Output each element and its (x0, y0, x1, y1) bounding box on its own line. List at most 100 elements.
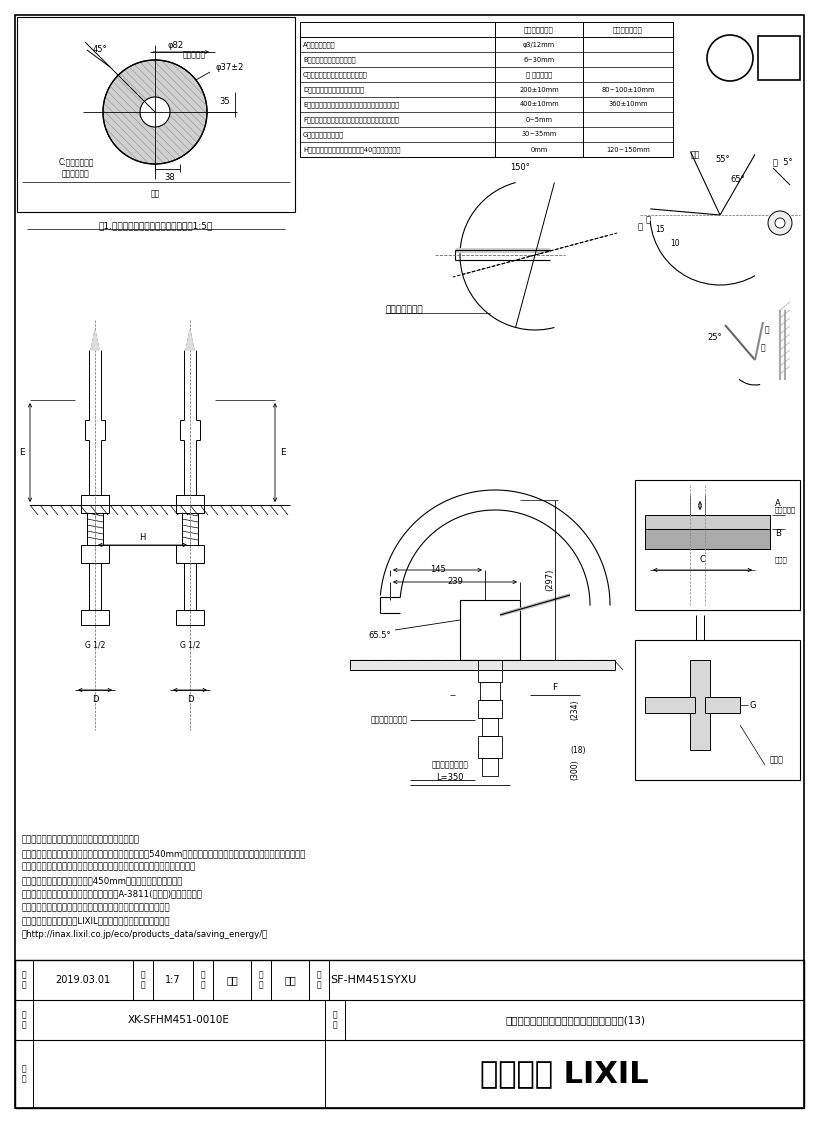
Bar (15, 960, 804, 1108)
Text: 145: 145 (430, 566, 446, 575)
Circle shape (775, 218, 785, 228)
Polygon shape (186, 330, 194, 350)
Bar (81, 495, 109, 513)
Text: 製
図: 製 図 (201, 970, 206, 989)
Text: 35: 35 (219, 98, 230, 107)
Text: 120~150mm: 120~150mm (606, 146, 649, 153)
Text: 前面: 前面 (151, 190, 160, 199)
Bar (81, 545, 109, 563)
Bar (176, 545, 204, 563)
Text: A: A (775, 500, 781, 509)
Text: XK-SFHM451-0010E: XK-SFHM451-0010E (128, 1015, 230, 1025)
Text: ・（　）内は、参考寸法。・止水栓は、別途手配。: ・（ ）内は、参考寸法。・止水栓は、別途手配。 (22, 836, 140, 844)
Circle shape (768, 211, 792, 235)
Text: 図1.裏面取付作業必要スペース寸法（1:5）: 図1.裏面取付作業必要スペース寸法（1:5） (99, 221, 213, 230)
Text: 2019.03.01: 2019.03.01 (56, 975, 111, 985)
Text: 45°: 45° (93, 46, 107, 55)
Text: 大きくなり、使用上問題はありませんが、ホース収納性が悪くなります。: 大きくなり、使用上問題はありませんが、ホース収納性が悪くなります。 (22, 862, 197, 871)
Text: ・施工には、水栓取付面上方に450mm以上の空間が必要です。: ・施工には、水栓取付面上方に450mm以上の空間が必要です。 (22, 876, 183, 885)
Bar (460, 600, 520, 660)
Text: F: F (553, 683, 558, 692)
Text: 閉: 閉 (765, 326, 769, 335)
Text: G：止水栓の接続寸法: G：止水栓の接続寸法 (303, 131, 344, 138)
Text: 図 によす参照: 図 によす参照 (526, 71, 552, 77)
Text: 400±10mm: 400±10mm (519, 101, 559, 108)
Text: 補強板: 補強板 (775, 557, 788, 564)
Text: ・水栓取付面からシンク下の底板（棚板）までの距離が540mm以上ないと、ホース収納時に底板（棚板）との干渉が: ・水栓取付面からシンク下の底板（棚板）までの距離が540mm以上ないと、ホース収… (22, 849, 306, 858)
Text: 木: 木 (645, 216, 650, 225)
Bar (758, 36, 800, 80)
Text: 節湯: 節湯 (774, 46, 784, 55)
Text: E: E (19, 448, 25, 457)
Text: ・珪酸カルシウム板に対応するためには、A-3811(別売品)が必要です。: ・珪酸カルシウム板に対応するためには、A-3811(別売品)が必要です。 (22, 889, 203, 898)
Text: 木: 木 (637, 222, 642, 231)
Bar (705, 697, 740, 713)
Text: D: D (92, 695, 98, 704)
Bar (480, 682, 500, 700)
Bar (350, 660, 615, 670)
Text: 検
図: 検 図 (259, 970, 264, 989)
Text: C1: C1 (722, 60, 737, 70)
Text: 0~5mm: 0~5mm (526, 117, 553, 122)
Text: 取付可能大: 取付可能大 (183, 51, 206, 60)
Text: 55°: 55° (715, 155, 730, 164)
Text: 0mm: 0mm (531, 146, 548, 153)
Text: G: G (750, 701, 757, 710)
Text: H: H (139, 532, 146, 541)
Text: φ82: φ82 (167, 40, 183, 49)
Text: 65.5°: 65.5° (369, 630, 391, 639)
Text: E: E (280, 448, 286, 457)
Text: ハンドシャワー付シングルレバー混合水栓(13): ハンドシャワー付シングルレバー混合水栓(13) (505, 1015, 645, 1025)
Text: 6~30mm: 6~30mm (523, 56, 554, 63)
Text: 360±10mm: 360±10mm (609, 101, 648, 108)
Circle shape (707, 35, 753, 81)
Bar (17, 17, 295, 212)
Text: 25°: 25° (708, 334, 722, 343)
Bar (482, 718, 498, 736)
Text: 品
番: 品 番 (317, 970, 321, 989)
Text: 止水栓: 止水栓 (770, 756, 784, 765)
Text: や心返りの場合: や心返りの場合 (524, 26, 554, 33)
Polygon shape (91, 330, 99, 350)
Text: B：取付可能カウンター厚き: B：取付可能カウンター厚き (303, 56, 355, 63)
Text: 65°: 65° (730, 175, 744, 184)
Text: （http://inax.lixil.co.jp/eco/products_data/saving_energy/）: （http://inax.lixil.co.jp/eco/products_da… (22, 930, 269, 939)
Text: L=350: L=350 (437, 774, 464, 783)
Bar (645, 515, 770, 529)
Text: 30~35mm: 30~35mm (522, 131, 557, 137)
Bar (645, 529, 770, 549)
Text: ・カウンター裏面の補強板は、木質系のボードとしてください。: ・カウンター裏面の補強板は、木質系のボードとしてください。 (22, 903, 170, 912)
Bar (478, 736, 502, 758)
Text: B: B (775, 529, 781, 538)
Text: G 1/2: G 1/2 (180, 640, 200, 649)
Bar (478, 660, 502, 682)
Text: C: C (699, 556, 705, 565)
Bar (176, 610, 204, 626)
Text: (18): (18) (570, 746, 586, 755)
Text: G 1/2: G 1/2 (85, 640, 105, 649)
Circle shape (140, 97, 170, 127)
Text: 80~100±10mm: 80~100±10mm (601, 86, 654, 92)
Text: SF-HM451SYXU: SF-HM451SYXU (330, 975, 416, 985)
Text: 水栓取付面: 水栓取付面 (775, 506, 796, 513)
Bar (690, 660, 710, 750)
Text: H：入水中心から取人・軸部左右40中心までの寸法: H：入水中心から取人・軸部左右40中心までの寸法 (303, 146, 400, 153)
Text: 開: 開 (761, 344, 765, 353)
Text: 備
考: 備 考 (21, 1065, 26, 1084)
Text: 品
名: 品 名 (333, 1011, 337, 1030)
Text: 株式会社 LIXIL: 株式会社 LIXIL (480, 1059, 649, 1088)
Text: ・節湯記号については、LIXILホームページを参照ください。: ・節湯記号については、LIXILホームページを参照ください。 (22, 916, 170, 925)
Text: 釜山: 釜山 (226, 975, 238, 985)
Text: A：取付可能大径: A：取付可能大径 (303, 42, 336, 48)
Text: 磯崎: 磯崎 (284, 975, 296, 985)
Text: (234): (234) (570, 700, 579, 720)
Text: 38: 38 (165, 173, 175, 183)
Bar (300, 22, 673, 157)
Text: (297): (297) (545, 569, 554, 591)
Circle shape (103, 60, 207, 164)
Text: F：入水中心から取人・軸部口上辺部中心までの寸法: F：入水中心から取人・軸部口上辺部中心までの寸法 (303, 116, 399, 122)
Text: 温  5°: 温 5° (773, 157, 793, 166)
Text: 239: 239 (447, 577, 463, 586)
Text: 10: 10 (670, 238, 680, 247)
Text: 吐水口回転範囲: 吐水口回転範囲 (385, 305, 423, 314)
